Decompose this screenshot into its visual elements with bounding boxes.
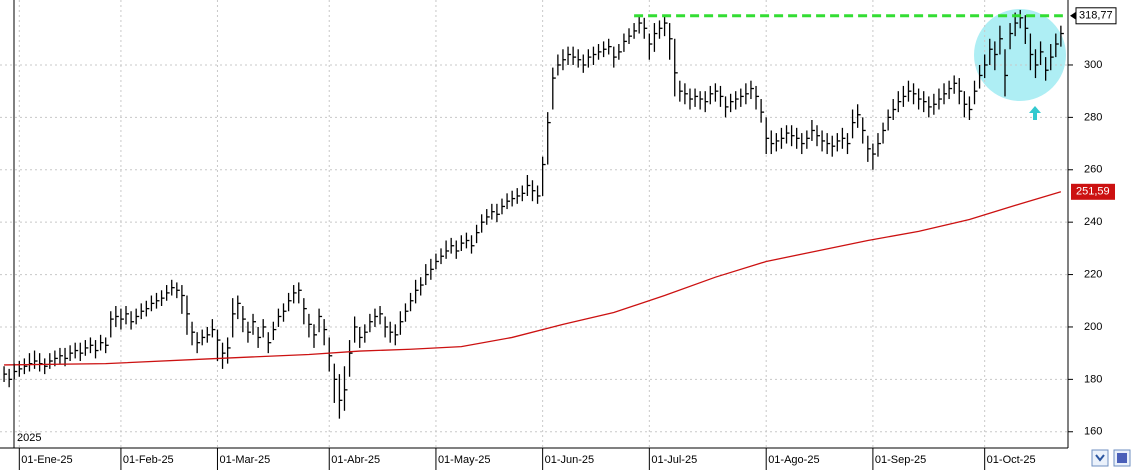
scroll-icon [1095, 454, 1105, 462]
x-tick-label: 01-Jun-25 [545, 454, 595, 466]
x-tick-label: 01-Oct-25 [987, 454, 1036, 466]
y-tick-label: 240 [1084, 216, 1102, 228]
x-tick-label: 01-Ene-25 [21, 454, 72, 466]
level-pointer [1070, 11, 1076, 20]
y-tick-label: 160 [1084, 426, 1102, 438]
y-tick-label: 180 [1084, 373, 1102, 385]
x-tick-label: 01-Ago-25 [768, 454, 819, 466]
arrow-icon [1029, 106, 1041, 120]
y-tick-label: 220 [1084, 268, 1102, 280]
x-tick-label: 01-May-25 [438, 454, 491, 466]
moving-average [4, 191, 1062, 366]
y-tick-label: 300 [1084, 59, 1102, 71]
y-tick-label: 260 [1084, 164, 1102, 176]
scroll-button[interactable] [1091, 449, 1109, 467]
ma-label-box [1071, 183, 1115, 200]
ma-label: 251,59 [1076, 186, 1110, 198]
x-tick-label: 01-Sep-25 [875, 454, 926, 466]
y-tick-label: 200 [1084, 321, 1102, 333]
year-label: 2025 [17, 432, 41, 444]
highlight-circle [974, 9, 1066, 101]
level-label: 318,77 [1079, 10, 1113, 22]
x-tick-label: 01-Abr-25 [331, 454, 380, 466]
y-tick-label: 280 [1084, 111, 1102, 123]
save-icon [1117, 453, 1127, 463]
x-tick-label: 01-Jul-25 [651, 454, 697, 466]
x-tick-label: 01-Mar-25 [219, 454, 270, 466]
x-tick-label: 01-Feb-25 [123, 454, 174, 466]
